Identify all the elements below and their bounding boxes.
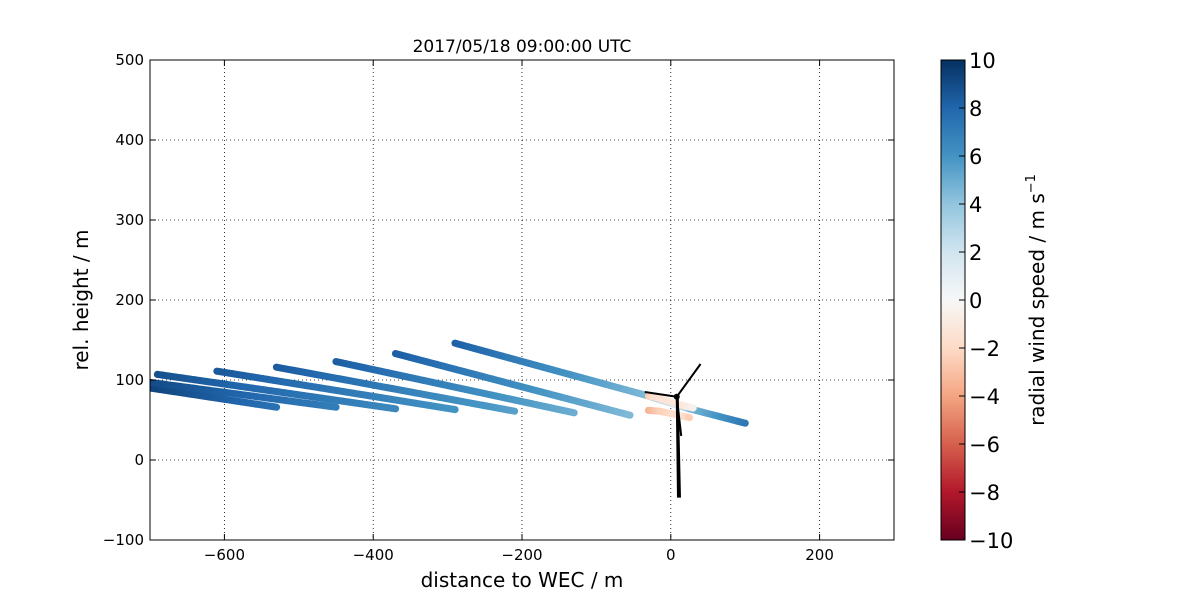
y-tick-label: 200 — [115, 291, 144, 309]
data-point — [689, 404, 697, 412]
y-tick-label: 500 — [115, 51, 144, 69]
colorbar-tick-label: 4 — [969, 193, 982, 217]
y-axis-label: rel. height / m — [69, 229, 93, 370]
data-point — [451, 406, 459, 414]
turbine-hub — [673, 393, 680, 400]
chart-title: 2017/05/18 09:00:00 UTC — [413, 37, 632, 57]
colorbar-tick-label: −8 — [969, 481, 1000, 505]
grid-lines — [150, 59, 894, 541]
colorbar-ticks: −10 −8 −6 −4 −2 0 2 4 6 8 10 — [959, 49, 1013, 553]
x-tick-label: 0 — [666, 546, 676, 564]
colorbar-label-text: radial wind speed / m s — [1025, 193, 1049, 426]
x-tick-label: −400 — [353, 546, 394, 564]
colorbar-tick-label: 2 — [969, 241, 982, 265]
data-point — [685, 414, 694, 422]
y-axis-ticks: −100 0 100 200 300 400 500 — [103, 51, 894, 549]
colorbar-label-superscript: −1 — [1024, 174, 1039, 193]
data-point — [510, 407, 519, 415]
data-point — [741, 419, 749, 427]
x-tick-label: 200 — [805, 546, 834, 564]
turbine-tower — [675, 396, 681, 498]
colorbar-label: radial wind speed / m s−1 — [1024, 174, 1049, 426]
colorbar-tick-label: 8 — [969, 97, 982, 121]
y-tick-label: 0 — [134, 451, 144, 469]
data-point — [570, 409, 578, 417]
colorbar-tick-label: −6 — [969, 433, 1000, 457]
data-series-layer — [150, 339, 749, 427]
colorbar-tick-label: −2 — [969, 337, 1000, 361]
colorbar-tick-label: 6 — [969, 145, 982, 169]
colorbar-tick-label: 0 — [969, 289, 982, 313]
wind-turbine — [644, 363, 702, 498]
colorbar-tick-label: −4 — [969, 385, 1000, 409]
turbine-blade — [675, 363, 702, 398]
x-axis-ticks: −600 −400 −200 0 200 — [204, 60, 834, 564]
y-tick-label: 400 — [115, 131, 144, 149]
data-point — [332, 403, 340, 411]
data-point — [626, 411, 634, 419]
colorbar-tick-label: −10 — [969, 529, 1013, 553]
y-tick-label: 300 — [115, 211, 144, 229]
colorbar — [940, 59, 966, 541]
x-axis-label: distance to WEC / m — [421, 568, 624, 592]
x-tick-label: −600 — [204, 546, 245, 564]
y-tick-label: 100 — [115, 371, 144, 389]
data-point — [272, 403, 281, 411]
data-point — [391, 405, 400, 413]
x-tick-label: −200 — [501, 546, 542, 564]
colorbar-tick-label: 10 — [969, 49, 996, 73]
turbine-blade — [675, 396, 683, 437]
turbine-blade — [644, 391, 677, 398]
y-tick-label: −100 — [103, 531, 144, 549]
